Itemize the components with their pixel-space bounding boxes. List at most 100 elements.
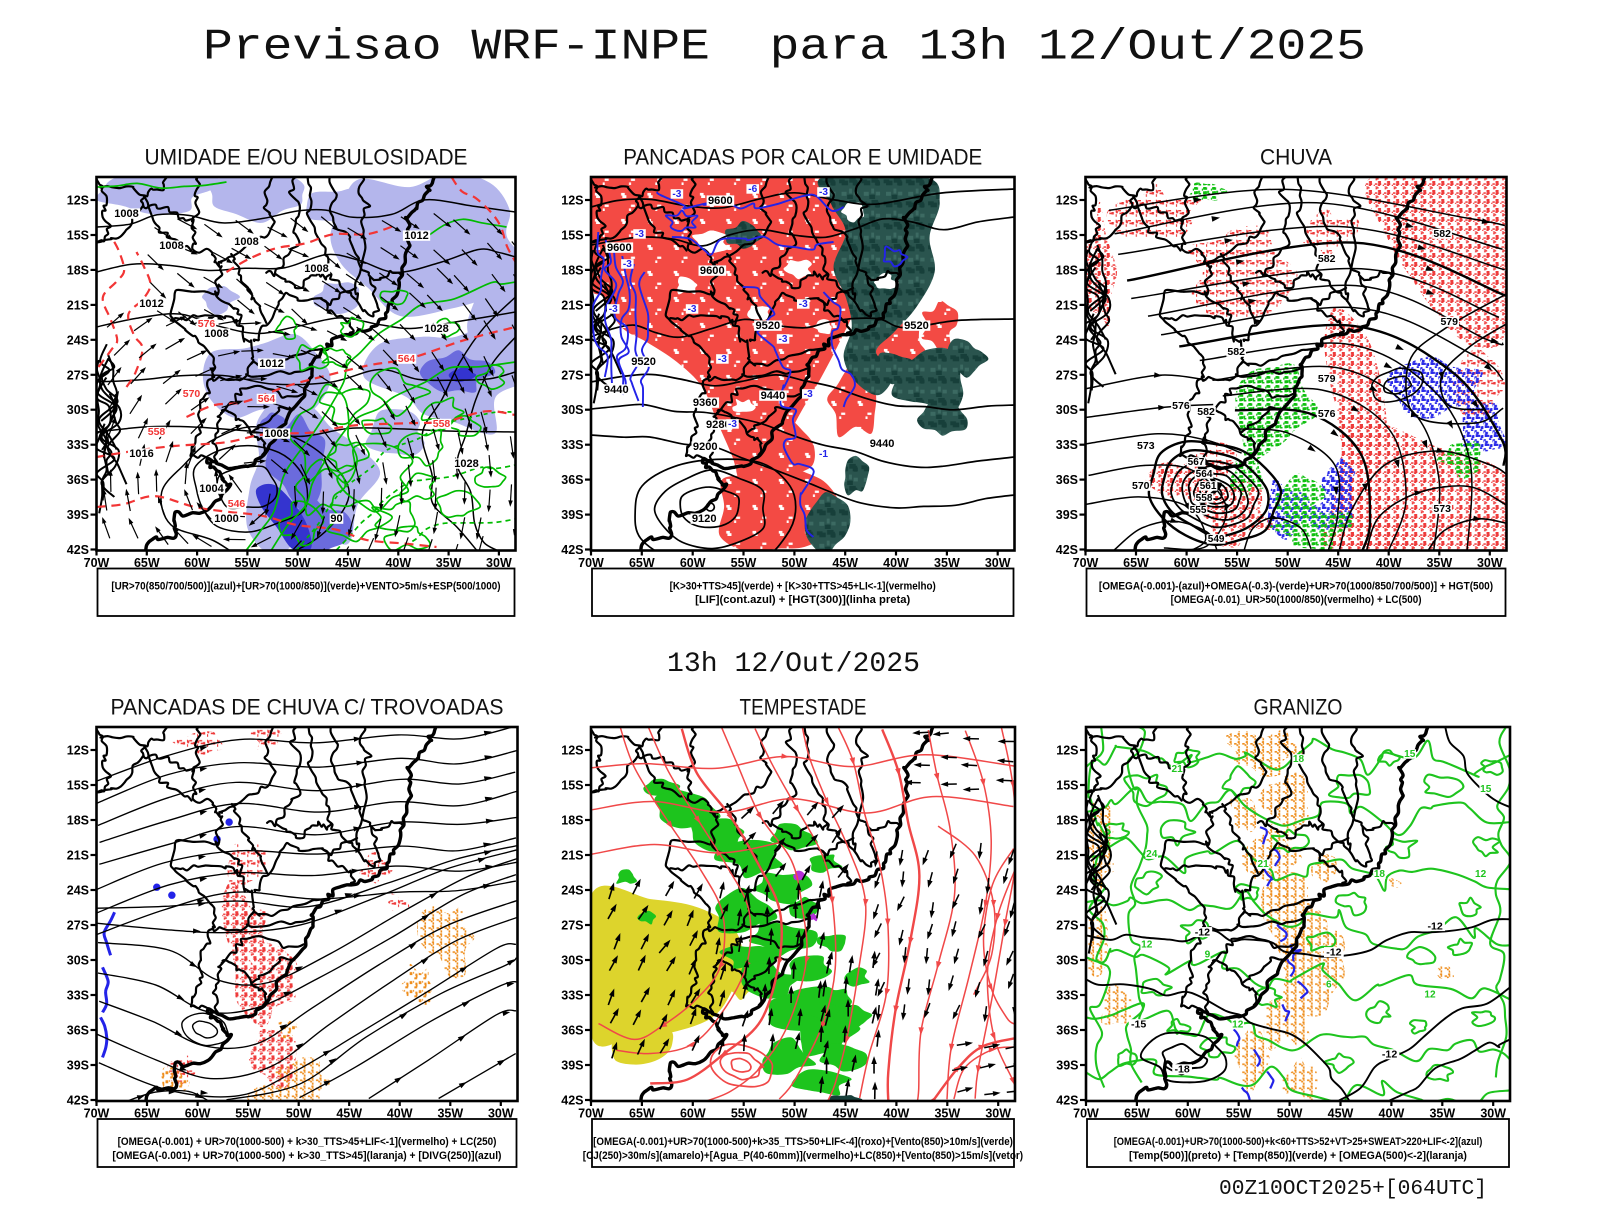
svg-text:[OMEGA(-0.001) + UR>70(1000-50: [OMEGA(-0.001) + UR>70(1000-500) + k>30_… bbox=[118, 1136, 497, 1148]
svg-text:39S: 39S bbox=[67, 508, 89, 522]
svg-text:579: 579 bbox=[1440, 316, 1458, 328]
svg-text:42S: 42S bbox=[561, 543, 583, 557]
svg-text:27S: 27S bbox=[561, 368, 583, 382]
svg-text:36S: 36S bbox=[561, 473, 583, 487]
svg-text:9360: 9360 bbox=[693, 397, 718, 409]
svg-text:30S: 30S bbox=[1056, 954, 1078, 968]
svg-text:-1: -1 bbox=[819, 449, 828, 460]
svg-text:60W: 60W bbox=[680, 1107, 706, 1121]
svg-text:42S: 42S bbox=[1056, 543, 1078, 557]
svg-text:1008: 1008 bbox=[204, 328, 228, 340]
svg-text:PANCADAS POR CALOR E UMIDADE: PANCADAS POR CALOR E UMIDADE bbox=[623, 145, 982, 170]
svg-text:45W: 45W bbox=[335, 556, 361, 570]
svg-text:21S: 21S bbox=[67, 849, 89, 863]
svg-text:35W: 35W bbox=[1426, 556, 1452, 570]
svg-text:21S: 21S bbox=[1056, 298, 1078, 312]
svg-text:[Temp(500)](preto) + [Temp(850: [Temp(500)](preto) + [Temp(850)](verde) … bbox=[1129, 1150, 1467, 1162]
svg-text:90: 90 bbox=[330, 513, 342, 525]
svg-text:24S: 24S bbox=[1056, 333, 1078, 347]
svg-text:549: 549 bbox=[1208, 534, 1225, 545]
svg-text:45W: 45W bbox=[1328, 1107, 1354, 1121]
svg-text:-3: -3 bbox=[819, 187, 828, 198]
svg-text:576: 576 bbox=[1318, 408, 1336, 420]
svg-text:564: 564 bbox=[398, 353, 416, 365]
svg-text:21S: 21S bbox=[1056, 849, 1078, 863]
svg-text:1016: 1016 bbox=[129, 448, 153, 460]
svg-text:21S: 21S bbox=[561, 298, 583, 312]
svg-text:33S: 33S bbox=[561, 989, 583, 1003]
svg-text:-12: -12 bbox=[1427, 920, 1442, 932]
svg-text:24S: 24S bbox=[1056, 884, 1078, 898]
svg-text:9200: 9200 bbox=[693, 441, 718, 453]
svg-text:[LIF](cont.azul) + [HGT(300)](: [LIF](cont.azul) + [HGT(300)](linha pret… bbox=[695, 594, 910, 606]
svg-text:60W: 60W bbox=[1174, 556, 1200, 570]
svg-text:567: 567 bbox=[1188, 457, 1205, 468]
svg-text:582: 582 bbox=[1227, 346, 1245, 358]
svg-text:[CJ(250)>30m/s](amarelo)+[Agua: [CJ(250)>30m/s](amarelo)+[Agua_P(40-60mm… bbox=[583, 1150, 1024, 1162]
svg-text:[OMEGA(-0.001)+UR>70(1000-500): [OMEGA(-0.001)+UR>70(1000-500)+k>35_TTS>… bbox=[593, 1136, 1013, 1148]
svg-text:21S: 21S bbox=[561, 849, 583, 863]
svg-text:GRANIZO: GRANIZO bbox=[1254, 695, 1343, 720]
svg-text:558: 558 bbox=[148, 426, 166, 438]
svg-text:555: 555 bbox=[1190, 505, 1207, 516]
svg-text:50W: 50W bbox=[782, 556, 808, 570]
svg-text:12: 12 bbox=[1232, 1019, 1244, 1030]
svg-text:18S: 18S bbox=[1056, 263, 1078, 277]
svg-text:15S: 15S bbox=[67, 779, 89, 793]
svg-text:35W: 35W bbox=[934, 1107, 960, 1121]
svg-text:9440: 9440 bbox=[761, 390, 786, 402]
svg-text:12S: 12S bbox=[1056, 194, 1078, 208]
svg-text:PANCADAS DE CHUVA C/ TROVOADAS: PANCADAS DE CHUVA C/ TROVOADAS bbox=[111, 695, 504, 720]
svg-text:13h 12/Out/2025: 13h 12/Out/2025 bbox=[667, 649, 920, 680]
svg-text:30S: 30S bbox=[1056, 403, 1078, 417]
svg-text:65W: 65W bbox=[1123, 556, 1149, 570]
svg-text:50W: 50W bbox=[286, 1107, 312, 1121]
svg-text:27S: 27S bbox=[1056, 368, 1078, 382]
svg-text:570: 570 bbox=[1132, 480, 1150, 492]
svg-text:30W: 30W bbox=[1480, 1107, 1506, 1121]
svg-text:[OMEGA(-0.001)+UR>70(1000-500): [OMEGA(-0.001)+UR>70(1000-500)+k<60+TTS>… bbox=[1114, 1136, 1483, 1148]
svg-text:24S: 24S bbox=[67, 333, 89, 347]
svg-text:9120: 9120 bbox=[692, 513, 717, 525]
svg-text:9600: 9600 bbox=[607, 242, 632, 254]
svg-text:18S: 18S bbox=[67, 263, 89, 277]
svg-text:558: 558 bbox=[433, 418, 451, 430]
svg-text:30S: 30S bbox=[67, 954, 89, 968]
svg-text:TEMPESTADE: TEMPESTADE bbox=[740, 695, 867, 720]
svg-text:573: 573 bbox=[1433, 503, 1451, 515]
svg-text:24: 24 bbox=[1146, 849, 1158, 860]
svg-text:9520: 9520 bbox=[631, 356, 656, 368]
svg-text:1008: 1008 bbox=[264, 428, 288, 440]
svg-text:55W: 55W bbox=[1224, 556, 1250, 570]
svg-text:15S: 15S bbox=[1056, 779, 1078, 793]
svg-text:18S: 18S bbox=[67, 814, 89, 828]
svg-text:18S: 18S bbox=[1056, 814, 1078, 828]
svg-text:40W: 40W bbox=[1379, 1107, 1405, 1121]
svg-text:40W: 40W bbox=[387, 1107, 413, 1121]
svg-text:42S: 42S bbox=[67, 1094, 89, 1108]
svg-text:24S: 24S bbox=[561, 884, 583, 898]
svg-text:65W: 65W bbox=[629, 556, 655, 570]
svg-text:33S: 33S bbox=[67, 989, 89, 1003]
svg-text:1012: 1012 bbox=[404, 230, 428, 242]
svg-text:576: 576 bbox=[1172, 400, 1190, 412]
svg-text:45W: 45W bbox=[336, 1107, 362, 1121]
svg-text:42S: 42S bbox=[561, 1094, 583, 1108]
svg-text:1004: 1004 bbox=[199, 483, 224, 495]
svg-text:39S: 39S bbox=[1056, 1059, 1078, 1073]
svg-text:1012: 1012 bbox=[259, 358, 283, 370]
svg-text:1028: 1028 bbox=[424, 323, 448, 335]
svg-text:24S: 24S bbox=[67, 884, 89, 898]
svg-text:21S: 21S bbox=[67, 298, 89, 312]
svg-text:70W: 70W bbox=[84, 556, 110, 570]
svg-text:70W: 70W bbox=[578, 556, 604, 570]
svg-text:18S: 18S bbox=[561, 263, 583, 277]
svg-text:42S: 42S bbox=[1056, 1094, 1078, 1108]
svg-text:18S: 18S bbox=[561, 814, 583, 828]
svg-text:-3: -3 bbox=[623, 259, 632, 270]
svg-text:60W: 60W bbox=[185, 1107, 211, 1121]
svg-text:6: 6 bbox=[1326, 979, 1332, 990]
svg-text:39S: 39S bbox=[561, 1059, 583, 1073]
svg-text:55W: 55W bbox=[1226, 1107, 1252, 1121]
svg-text:-12: -12 bbox=[1382, 1048, 1397, 1060]
